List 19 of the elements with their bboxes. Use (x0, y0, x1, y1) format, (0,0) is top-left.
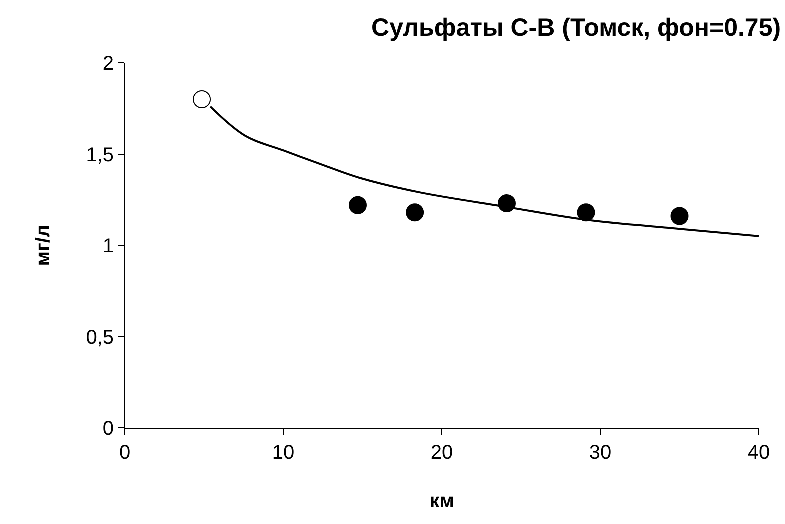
point (577, 204, 596, 222)
x-tick-label: 10 (272, 442, 295, 464)
y-tick-label: 2 (102, 53, 114, 75)
y-axis-title: мг/л (32, 224, 55, 266)
point (498, 194, 516, 213)
y-tick-label: 1,5 (86, 144, 114, 166)
x-tick-label: 30 (589, 442, 612, 464)
point (349, 196, 367, 214)
x-tick-label: 40 (748, 442, 770, 464)
x-axis-title: км (430, 490, 454, 512)
chart-title: Сульфаты С-В (Томск, фон=0.75) (372, 14, 782, 42)
point (406, 204, 424, 222)
x-tick-label: 0 (119, 442, 131, 464)
y-tick-label: 1 (102, 236, 114, 258)
x-tick-label: 20 (430, 442, 454, 464)
y-tick-label: 0 (102, 418, 114, 440)
point (670, 207, 689, 226)
y-tick-label: 0,5 (86, 326, 114, 349)
point (193, 90, 212, 108)
